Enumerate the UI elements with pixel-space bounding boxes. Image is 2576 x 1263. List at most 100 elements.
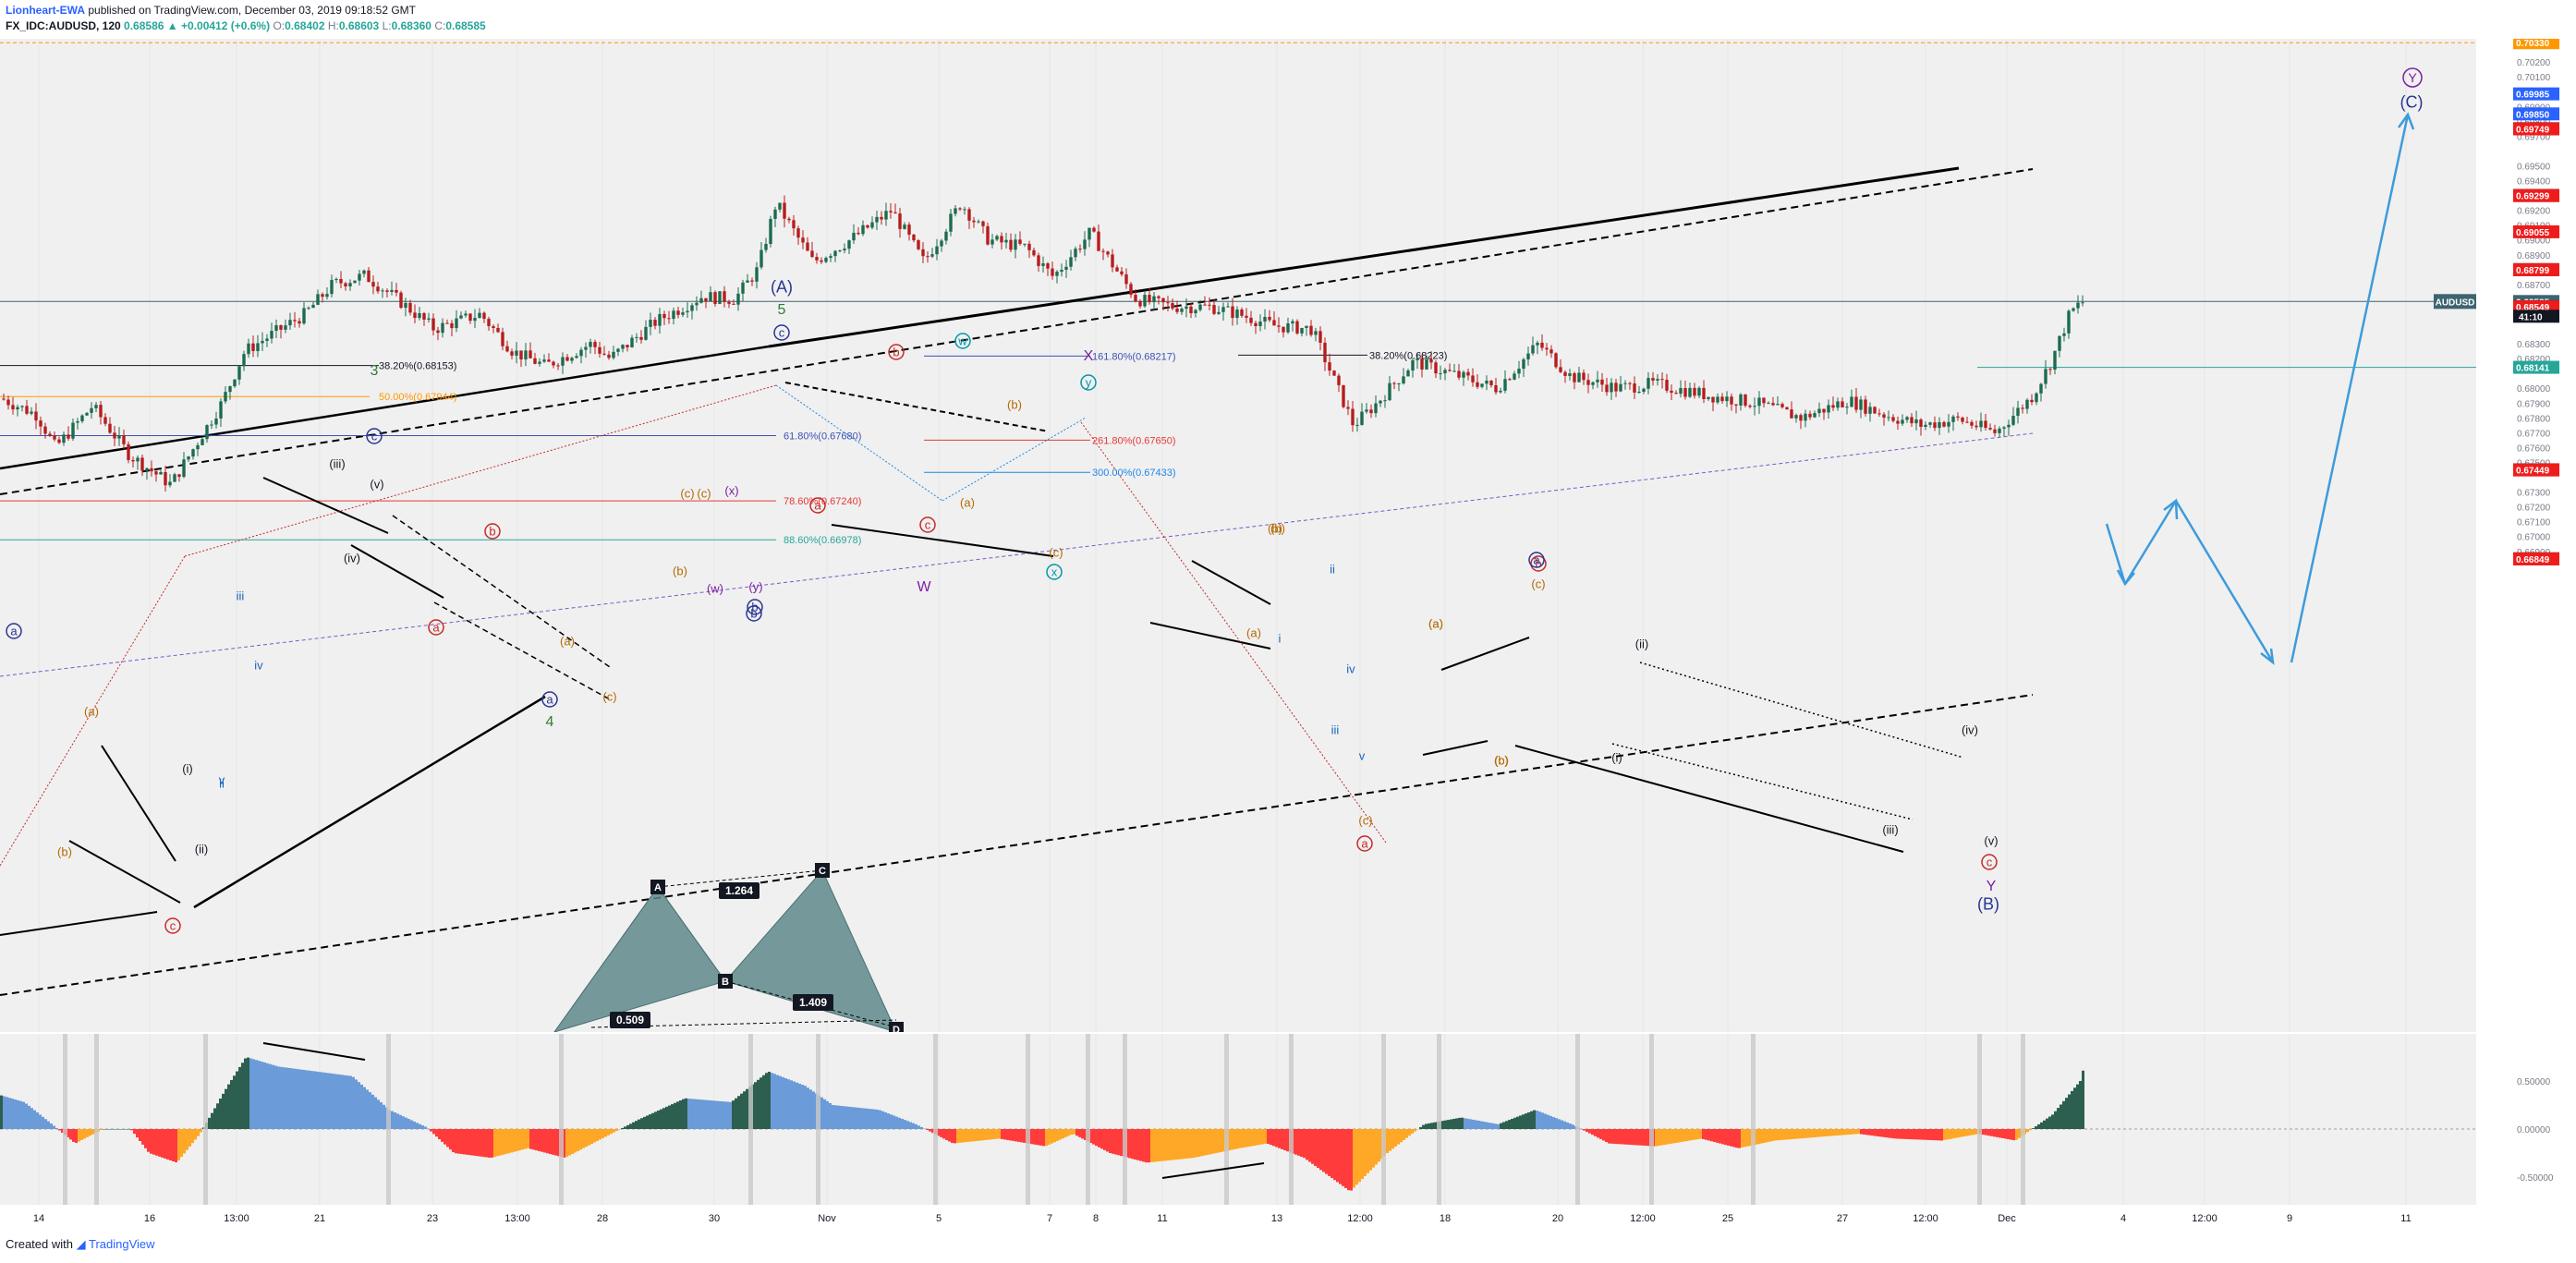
wave-circle-icon [1046,564,1063,580]
candle-body [1573,372,1576,383]
histogram-bar [1924,1129,1926,1140]
histogram-bar [660,1109,662,1129]
author-link[interactable]: Lionheart-EWA [6,4,85,17]
candle-body [930,254,934,257]
candle-body [1660,379,1664,381]
histogram-bar [909,1122,912,1129]
histogram-bar [768,1071,771,1129]
oscillator-pane[interactable] [0,1034,2476,1205]
wave-label: (w) [707,582,723,596]
histogram-bar [455,1129,457,1154]
histogram-bar [394,1112,396,1129]
time-axis[interactable]: 14 16 13:00 21 23 13:00 28 30 Nov 5 7 8 11 13 12:00 18 2… [0,1205,2476,1233]
candle-body [921,249,925,257]
wave-label: (A) [771,277,793,296]
fib-label: 61.80%(0.67680) [784,431,861,443]
histogram-bar [72,1129,75,1142]
candle-body [1804,413,1807,421]
histogram-bar [699,1099,701,1129]
candle-body [718,291,722,304]
histogram-bar [1181,1129,1184,1160]
candle-body [773,209,777,219]
histogram-bar [1283,1129,1286,1151]
candle-body [1503,379,1507,391]
projection-line [2174,500,2275,663]
wave-label: ii [219,777,225,791]
wave-label: (ii) [195,843,208,856]
candle-body [1841,401,1844,407]
histogram-bar [208,1117,211,1129]
histogram-bar [521,1129,524,1150]
candle-body [1046,263,1050,269]
price-scale[interactable]: 0.702000.701000.699000.698000.697000.695… [2476,39,2576,1205]
candle-body [2048,369,2052,370]
candle-body [1748,406,1752,407]
histogram-bar [42,1116,44,1129]
histogram-bar [1488,1123,1491,1129]
candle-body [635,336,638,338]
histogram-bar [582,1129,585,1148]
candle-body [1614,383,1618,392]
histogram-bar [1744,1129,1746,1148]
candle-body [1905,417,1909,420]
candle-body [205,425,209,440]
histogram-bar [881,1111,884,1129]
histogram-bar [1164,1129,1167,1161]
candle-body [815,257,819,261]
histogram-bar [164,1129,166,1159]
wave-label: X [1084,348,1094,364]
histogram-bar [1541,1112,1544,1129]
wave-label: (b) [1270,522,1285,536]
histogram-bar [596,1129,599,1141]
price-tick-label: 0.67700 [2517,429,2551,439]
candle-body [653,320,657,326]
histogram-bar [1613,1129,1616,1144]
candle-body [25,406,29,414]
histogram-bar [197,1129,200,1136]
countdown-text: 41:10 [2519,312,2543,322]
wave-circle-icon [1530,555,1547,572]
histogram-bar [945,1129,948,1140]
histogram-bar [1350,1129,1353,1191]
candle-body [1397,383,1401,384]
histogram-bar [1707,1129,1710,1141]
candle-body [990,239,994,245]
candle-body [316,294,320,305]
histogram-bar [621,1127,624,1129]
histogram-bar [1400,1129,1403,1143]
candle-body [464,313,468,316]
candle-body [1161,298,1165,303]
ratio-label: 1.409 [799,996,827,1009]
histogram-bar [1228,1129,1231,1151]
histogram-bar [1333,1129,1336,1181]
candle-body [1993,429,1997,433]
candle-body [478,312,481,319]
wave-label: a [1533,553,1540,567]
histogram-bar [1935,1129,1938,1141]
symbol-name[interactable]: FX_IDC:AUDUSD, 120 [6,19,121,32]
tradingview-link[interactable]: TradingView [89,1237,155,1251]
histogram-bar [413,1121,416,1129]
candle-body [644,326,648,340]
histogram-bar [1827,1129,1829,1136]
candle-body [967,209,971,221]
candle-body [810,250,814,258]
wave-label: c [779,326,785,340]
histogram-bar [91,1129,94,1135]
histogram-bar [1951,1129,1954,1139]
histogram-bar [574,1129,577,1153]
price-label-text: 0.69749 [2516,125,2550,135]
histogram-bar [2062,1100,2065,1129]
histogram-bar [463,1129,466,1155]
price-chart-pane[interactable]: 38.20%(0.68153) 50.00%(0.67944) 61.80%(0.6… [0,39,2476,1032]
wave-label: (iii) [1882,823,1898,837]
candle-body [1138,300,1142,307]
histogram-bar [83,1129,86,1139]
candle-body [1508,379,1512,381]
candle-body [11,405,15,410]
histogram-bar [1724,1129,1727,1146]
channel-upper-dashed [0,168,2034,495]
histogram-bar [654,1111,657,1129]
histogram-bar [1148,1129,1150,1163]
dashed-line [784,382,1050,432]
